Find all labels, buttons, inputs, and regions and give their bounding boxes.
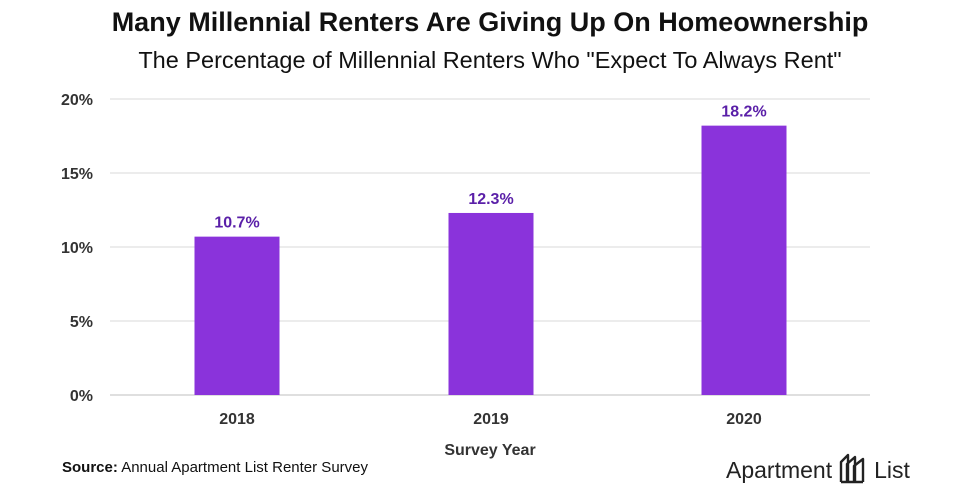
y-tick-label: 20% — [61, 92, 93, 109]
bar — [448, 212, 534, 395]
x-tick-label: 2020 — [726, 411, 762, 428]
apartment-list-logo-icon — [838, 452, 868, 489]
logo-word-apartment: Apartment — [726, 457, 833, 483]
y-tick-label: 0% — [70, 388, 93, 405]
y-tick-labels: 0% 5% 10% 15% 20% — [61, 92, 93, 405]
bars — [194, 125, 787, 395]
source-text: Annual Apartment List Renter Survey — [117, 459, 368, 476]
logo-word-list: List — [874, 457, 910, 483]
source-note: Source: Annual Apartment List Renter Sur… — [62, 459, 368, 476]
chart-title: Many Millennial Renters Are Giving Up On… — [111, 7, 869, 37]
y-tick-label: 15% — [61, 166, 93, 183]
bar — [701, 125, 787, 395]
apartment-list-logo: Apartment List — [726, 452, 910, 489]
x-tick-labels: 2018 2019 2020 — [219, 411, 762, 428]
data-label: 12.3% — [468, 191, 513, 208]
x-tick-label: 2018 — [219, 411, 255, 428]
x-tick-label: 2019 — [473, 411, 509, 428]
data-labels: 10.7% 12.3% 18.2% — [214, 104, 766, 232]
chart-subtitle: The Percentage of Millennial Renters Who… — [138, 47, 842, 73]
x-axis-title: Survey Year — [444, 442, 535, 459]
y-tick-label: 10% — [61, 240, 93, 257]
data-label: 18.2% — [721, 104, 766, 121]
source-label: Source: — [62, 459, 118, 476]
data-label: 10.7% — [214, 215, 259, 232]
y-tick-label: 5% — [70, 314, 93, 331]
bar — [194, 236, 280, 395]
